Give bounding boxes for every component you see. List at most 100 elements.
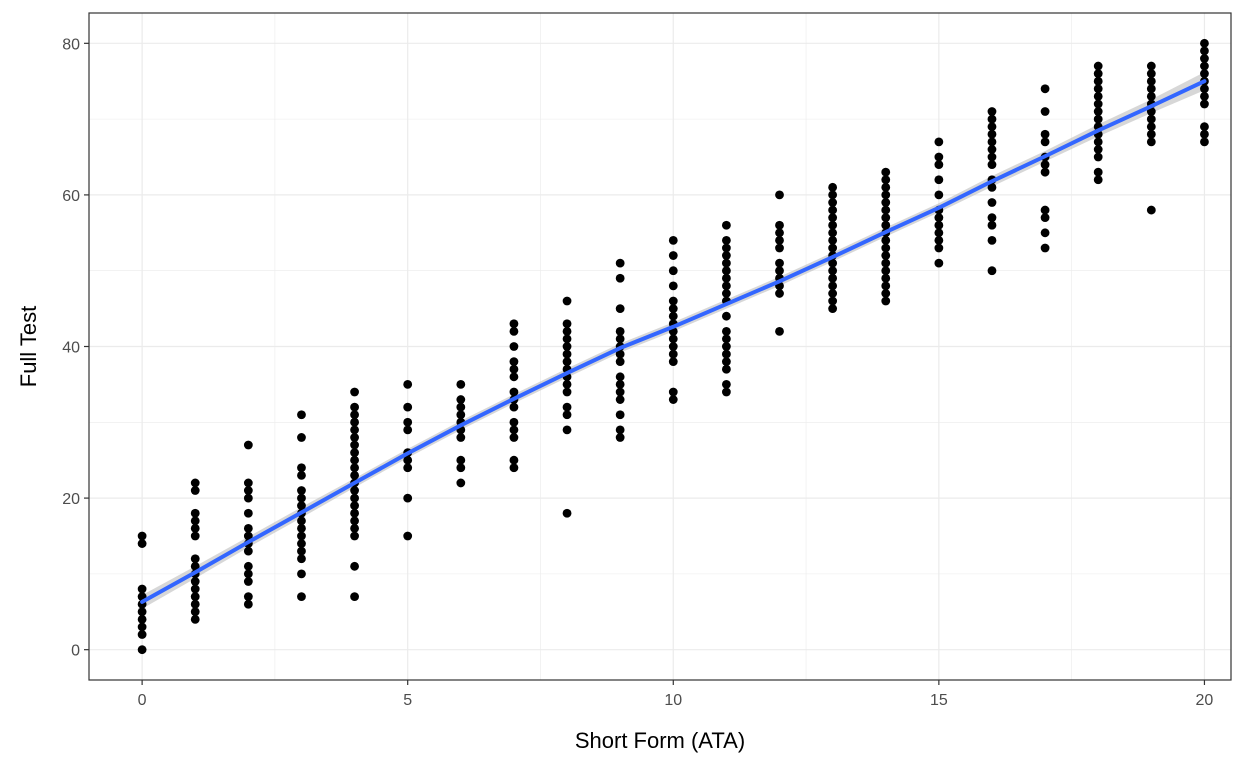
data-point bbox=[1146, 122, 1156, 132]
data-point bbox=[668, 311, 678, 321]
data-point bbox=[190, 554, 200, 564]
data-point bbox=[243, 569, 253, 579]
data-point bbox=[1093, 69, 1103, 79]
data-point bbox=[881, 266, 891, 276]
y-tick-label: 40 bbox=[62, 340, 80, 357]
data-point bbox=[987, 145, 997, 154]
data-point bbox=[775, 190, 784, 200]
smooth-line-path bbox=[140, 79, 1207, 604]
data-point bbox=[1200, 137, 1209, 147]
data-point bbox=[562, 402, 572, 412]
data-point bbox=[456, 395, 466, 404]
data-point bbox=[615, 258, 625, 268]
data-point bbox=[403, 417, 413, 427]
data-point bbox=[881, 175, 891, 185]
data-point bbox=[775, 258, 784, 268]
data-point bbox=[350, 440, 359, 450]
data-point bbox=[456, 463, 466, 473]
data-point bbox=[828, 198, 838, 207]
data-point bbox=[190, 531, 200, 541]
data-point bbox=[775, 243, 784, 253]
data-point bbox=[350, 493, 359, 503]
data-point bbox=[881, 220, 891, 230]
data-point bbox=[137, 607, 147, 617]
data-point bbox=[668, 304, 678, 314]
data-point bbox=[828, 190, 838, 200]
data-point bbox=[297, 470, 306, 480]
data-point bbox=[615, 433, 625, 442]
data-point bbox=[562, 508, 572, 518]
data-point bbox=[403, 379, 413, 389]
data-point bbox=[1146, 129, 1156, 139]
data-point bbox=[1146, 91, 1156, 101]
data-point bbox=[775, 228, 784, 238]
data-point bbox=[243, 577, 253, 586]
data-point bbox=[1040, 84, 1050, 94]
data-point bbox=[456, 433, 466, 442]
data-point bbox=[562, 342, 572, 351]
data-point bbox=[350, 486, 359, 495]
data-point bbox=[881, 167, 891, 177]
data-point bbox=[1146, 137, 1156, 147]
data-point bbox=[297, 546, 306, 556]
data-point bbox=[934, 190, 944, 200]
data-point bbox=[403, 455, 413, 465]
data-point bbox=[190, 614, 200, 624]
data-point bbox=[1040, 213, 1050, 223]
data-point bbox=[721, 281, 731, 291]
data-point bbox=[881, 296, 891, 306]
data-point bbox=[987, 220, 997, 230]
data-point bbox=[1040, 167, 1050, 177]
data-point bbox=[987, 198, 997, 207]
data-point bbox=[190, 508, 200, 518]
data-point bbox=[668, 251, 678, 260]
data-point bbox=[721, 311, 731, 321]
data-point bbox=[509, 433, 519, 442]
data-point bbox=[615, 425, 625, 435]
data-point bbox=[350, 425, 359, 435]
data-point bbox=[668, 266, 678, 276]
data-point bbox=[350, 470, 359, 480]
data-point bbox=[350, 410, 359, 420]
data-point bbox=[509, 387, 519, 397]
data-point bbox=[668, 349, 678, 359]
data-point bbox=[881, 190, 891, 200]
data-point bbox=[1200, 91, 1209, 101]
data-point bbox=[1040, 228, 1050, 238]
data-point bbox=[615, 273, 625, 283]
data-point bbox=[297, 463, 306, 473]
data-point bbox=[987, 182, 997, 192]
data-point bbox=[934, 160, 944, 169]
data-point bbox=[721, 342, 731, 351]
data-point bbox=[350, 463, 359, 473]
data-point bbox=[243, 546, 253, 556]
data-points bbox=[137, 38, 1209, 655]
data-point bbox=[1200, 38, 1209, 48]
data-point bbox=[987, 137, 997, 147]
data-point bbox=[509, 319, 519, 329]
data-point bbox=[828, 266, 838, 276]
data-point bbox=[297, 524, 306, 533]
data-point bbox=[1146, 76, 1156, 86]
data-point bbox=[350, 448, 359, 458]
data-point bbox=[350, 455, 359, 465]
data-point bbox=[562, 319, 572, 329]
data-point bbox=[721, 243, 731, 253]
data-point bbox=[775, 289, 784, 298]
data-point bbox=[243, 440, 253, 450]
data-point bbox=[562, 387, 572, 397]
data-point bbox=[615, 372, 625, 382]
data-point bbox=[350, 561, 359, 571]
data-point bbox=[509, 455, 519, 465]
data-point bbox=[881, 281, 891, 291]
data-point bbox=[934, 243, 944, 253]
data-point bbox=[775, 235, 784, 245]
data-point bbox=[509, 425, 519, 435]
data-point bbox=[1093, 61, 1103, 71]
data-point bbox=[615, 326, 625, 336]
data-point bbox=[137, 622, 147, 632]
data-point bbox=[934, 258, 944, 268]
data-point bbox=[987, 235, 997, 245]
data-point bbox=[828, 228, 838, 238]
